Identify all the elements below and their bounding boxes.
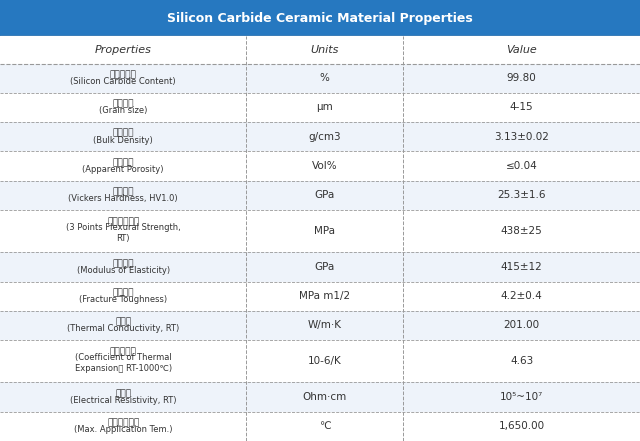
Bar (0, 311, 640, 340)
Text: 显气孔率: 显气孔率 (113, 158, 134, 167)
Text: 201.00: 201.00 (504, 321, 540, 330)
Text: Ohm·cm: Ohm·cm (303, 392, 347, 402)
Text: Value: Value (506, 45, 537, 55)
Text: (Apparent Porosity): (Apparent Porosity) (83, 165, 164, 174)
Text: ≤0.04: ≤0.04 (506, 161, 538, 171)
Bar (0, 122, 640, 151)
Text: 4-15: 4-15 (510, 102, 533, 112)
Bar (0, 64, 640, 93)
Text: (Electrical Resistivity, RT): (Electrical Resistivity, RT) (70, 396, 177, 405)
Text: (Coefficient of Thermal
Expansion， RT-1000℃): (Coefficient of Thermal Expansion， RT-10… (75, 353, 172, 374)
Text: (Modulus of Elasticity): (Modulus of Elasticity) (77, 266, 170, 275)
Text: (3 Points Flexural Strength,
RT): (3 Points Flexural Strength, RT) (66, 223, 180, 243)
Text: Units: Units (310, 45, 339, 55)
Text: 4.2±0.4: 4.2±0.4 (500, 291, 543, 301)
Bar (0, 93, 640, 122)
Text: 热膨胀系数: 热膨胀系数 (110, 348, 136, 356)
Text: 4.63: 4.63 (510, 356, 533, 366)
Text: MPa: MPa (314, 226, 335, 236)
Text: 断裂韧性: 断裂韧性 (113, 288, 134, 297)
Bar (0, 151, 640, 180)
Text: 体积密度: 体积密度 (113, 129, 134, 138)
Text: 三点弯曲强度: 三点弯曲强度 (107, 217, 140, 226)
Bar (0, 252, 640, 281)
Text: 10⁵~10⁷: 10⁵~10⁷ (500, 392, 543, 402)
Text: GPa: GPa (315, 262, 335, 272)
Text: (Bulk Density): (Bulk Density) (93, 136, 153, 145)
Text: 热导率: 热导率 (115, 318, 131, 326)
Text: Silicon Carbide Ceramic Material Properties: Silicon Carbide Ceramic Material Propert… (167, 11, 473, 25)
Text: μm: μm (316, 102, 333, 112)
Text: 弹性模量: 弹性模量 (113, 259, 134, 268)
Bar (0, 180, 640, 210)
Bar (0, 340, 640, 382)
Text: (Silicon Carbide Content): (Silicon Carbide Content) (70, 77, 176, 86)
Text: 电阔率: 电阔率 (115, 389, 131, 398)
Bar (0, 210, 640, 252)
Text: 438±25: 438±25 (500, 226, 543, 236)
Bar (0, 412, 640, 441)
Text: (Grain size): (Grain size) (99, 106, 147, 116)
Text: 10-6/K: 10-6/K (308, 356, 342, 366)
Text: Vol%: Vol% (312, 161, 338, 171)
Bar (0, 36, 640, 64)
Text: (Vickers Hardness, HV1.0): (Vickers Hardness, HV1.0) (68, 194, 178, 203)
Text: 碳化硬含量: 碳化硬含量 (110, 70, 136, 79)
Text: (Thermal Conductivity, RT): (Thermal Conductivity, RT) (67, 325, 179, 333)
Bar (0, 281, 640, 311)
Text: MPa m1/2: MPa m1/2 (300, 291, 350, 301)
Text: %: % (320, 73, 330, 83)
Text: g/cm3: g/cm3 (308, 132, 341, 142)
Text: ℃: ℃ (319, 421, 331, 431)
Text: (Max. Application Tem.): (Max. Application Tem.) (74, 426, 172, 434)
Text: (Fracture Toughness): (Fracture Toughness) (79, 295, 167, 304)
Text: 维氏硬度: 维氏硬度 (113, 187, 134, 196)
Text: 99.80: 99.80 (507, 73, 536, 83)
Text: 3.13±0.02: 3.13±0.02 (494, 132, 549, 142)
Text: 晶粒尺寸: 晶粒尺寸 (113, 99, 134, 108)
Text: 415±12: 415±12 (500, 262, 543, 272)
Bar (0, 0, 640, 36)
Text: GPa: GPa (315, 190, 335, 200)
Text: 25.3±1.6: 25.3±1.6 (497, 190, 546, 200)
Text: Properties: Properties (95, 45, 152, 55)
Text: W/m·K: W/m·K (308, 321, 342, 330)
Text: 最高使用温度: 最高使用温度 (107, 419, 140, 427)
Text: 1,650.00: 1,650.00 (499, 421, 545, 431)
Bar (0, 382, 640, 412)
